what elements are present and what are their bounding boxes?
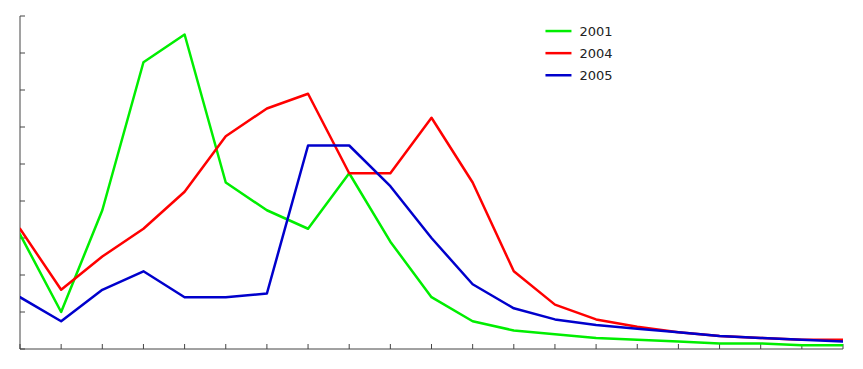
legend-swatch [545, 52, 571, 55]
x-tick [678, 344, 679, 349]
series-line [20, 94, 843, 340]
legend-swatch [545, 74, 571, 77]
legend-label: 2001 [579, 24, 612, 39]
y-axis [20, 16, 21, 349]
x-tick [719, 344, 720, 349]
y-tick [20, 275, 25, 276]
x-tick [20, 344, 21, 349]
x-tick [308, 344, 309, 349]
plot-area [20, 35, 843, 346]
x-tick [596, 344, 597, 349]
x-tick [390, 344, 391, 349]
y-tick [20, 164, 25, 165]
legend-swatch [545, 30, 571, 33]
series-line [20, 146, 843, 342]
y-tick [20, 90, 25, 91]
chart: 2001 2004 2005 [0, 0, 863, 369]
x-tick [102, 344, 103, 349]
x-tick [184, 344, 185, 349]
x-tick [61, 344, 62, 349]
x-tick [431, 344, 432, 349]
legend: 2001 2004 2005 [545, 24, 612, 83]
x-tick [554, 344, 555, 349]
x-tick [225, 344, 226, 349]
legend-label: 2004 [579, 46, 612, 61]
y-tick [20, 349, 25, 350]
x-tick [513, 344, 514, 349]
background [0, 0, 863, 369]
series-line [20, 35, 843, 346]
y-tick [20, 127, 25, 128]
y-tick [20, 16, 25, 17]
y-tick [20, 201, 25, 202]
y-tick [20, 53, 25, 54]
x-tick [349, 344, 350, 349]
y-tick [20, 312, 25, 313]
x-tick [266, 344, 267, 349]
x-tick [143, 344, 144, 349]
legend-label: 2005 [579, 68, 612, 83]
x-tick [472, 344, 473, 349]
x-tick [760, 344, 761, 349]
x-tick [637, 344, 638, 349]
